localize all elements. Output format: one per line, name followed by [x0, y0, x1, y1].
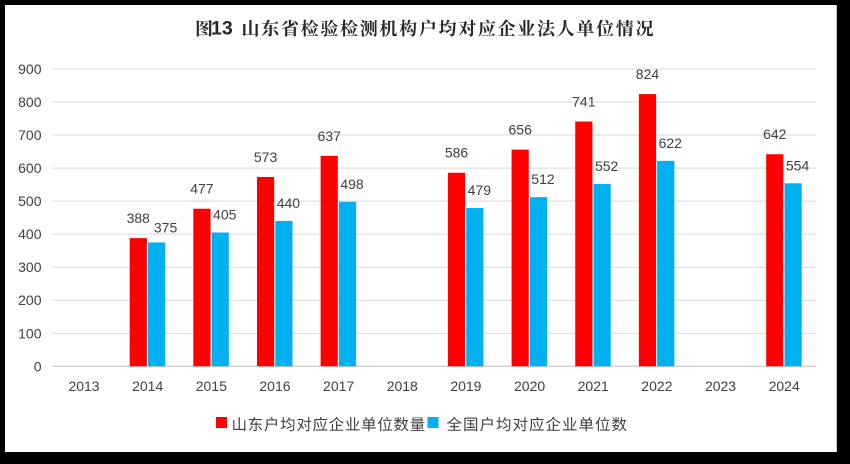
svg-text:2013: 2013 — [68, 378, 99, 394]
svg-text:200: 200 — [18, 292, 42, 308]
svg-text:800: 800 — [18, 94, 42, 110]
svg-text:700: 700 — [18, 127, 42, 143]
svg-text:2016: 2016 — [259, 378, 290, 394]
svg-text:498: 498 — [340, 176, 364, 192]
svg-text:500: 500 — [18, 193, 42, 209]
svg-text:2017: 2017 — [323, 378, 354, 394]
svg-text:622: 622 — [659, 135, 683, 151]
svg-text:440: 440 — [277, 195, 301, 211]
svg-text:741: 741 — [572, 94, 596, 110]
svg-text:2022: 2022 — [641, 378, 672, 394]
svg-text:2019: 2019 — [450, 378, 481, 394]
svg-text:0: 0 — [34, 358, 42, 374]
svg-text:2021: 2021 — [578, 378, 609, 394]
svg-text:2020: 2020 — [514, 378, 545, 394]
svg-text:656: 656 — [509, 122, 533, 138]
svg-text:400: 400 — [18, 226, 42, 242]
svg-text:388: 388 — [127, 210, 151, 226]
svg-text:405: 405 — [213, 207, 237, 223]
svg-text:2023: 2023 — [705, 378, 736, 394]
svg-text:2014: 2014 — [132, 378, 163, 394]
svg-text:573: 573 — [254, 149, 278, 165]
svg-text:2015: 2015 — [196, 378, 227, 394]
svg-text:2018: 2018 — [387, 378, 418, 394]
svg-text:512: 512 — [531, 171, 555, 187]
svg-text:375: 375 — [154, 219, 178, 235]
svg-text:477: 477 — [190, 181, 214, 197]
svg-text:300: 300 — [18, 259, 42, 275]
svg-text:479: 479 — [468, 182, 492, 198]
svg-text:900: 900 — [18, 61, 42, 77]
svg-text:637: 637 — [318, 128, 342, 144]
svg-text:2024: 2024 — [769, 378, 800, 394]
svg-text:600: 600 — [18, 160, 42, 176]
svg-text:554: 554 — [786, 157, 810, 173]
svg-text:586: 586 — [445, 145, 469, 161]
svg-text:100: 100 — [18, 325, 42, 341]
svg-text:642: 642 — [763, 126, 787, 142]
svg-text:13: 13 — [211, 18, 233, 40]
svg-text:552: 552 — [595, 158, 619, 174]
svg-text:824: 824 — [636, 66, 660, 82]
